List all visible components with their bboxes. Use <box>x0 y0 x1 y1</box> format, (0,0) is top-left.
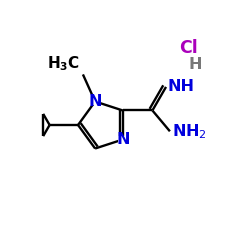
Text: N: N <box>88 94 102 109</box>
FancyBboxPatch shape <box>90 98 100 106</box>
Text: H: H <box>189 57 202 72</box>
FancyBboxPatch shape <box>118 136 128 143</box>
Text: NH: NH <box>168 80 195 94</box>
Text: $\mathbf{H_3C}$: $\mathbf{H_3C}$ <box>47 54 80 73</box>
Text: Cl: Cl <box>179 39 198 57</box>
Text: NH$_2$: NH$_2$ <box>172 122 206 141</box>
Text: N: N <box>116 132 130 147</box>
